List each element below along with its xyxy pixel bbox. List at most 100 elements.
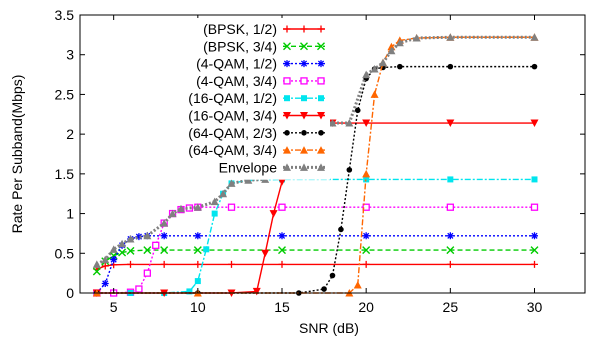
legend-label: Envelope [219, 159, 278, 175]
legend-swatch-marker [300, 112, 308, 120]
data-point [353, 281, 362, 289]
x-tick-label: 30 [527, 299, 543, 315]
legend: (BPSK, 1/2)(BPSK, 3/4) (4-QAM, 1/2)(4-QAM… [120, 18, 330, 180]
data-point [530, 246, 539, 255]
data-point [370, 65, 379, 73]
legend-swatch-marker [317, 163, 325, 171]
data-point [186, 288, 193, 295]
data-point [127, 260, 134, 268]
data-point [118, 239, 127, 248]
data-point [109, 245, 118, 253]
x-axis-label: SNR (dB) [299, 320, 359, 336]
data-point [135, 233, 143, 241]
data-point [177, 204, 185, 213]
legend-swatch-marker [317, 112, 325, 120]
legend-swatch-marker [300, 146, 308, 154]
legend-swatch-marker [283, 42, 291, 51]
y-tick-label: 3.5 [55, 7, 75, 23]
plot-frame [79, 14, 586, 294]
legend-entry: (64-QAM, 2/3) [188, 125, 325, 141]
legend-swatch-marker [301, 95, 307, 102]
data-point [152, 241, 160, 249]
legend-label: (64-QAM, 3/4) [188, 142, 277, 158]
data-point [362, 246, 371, 255]
y-tick-label: 3 [66, 47, 74, 63]
data-point [329, 272, 336, 279]
legend-entry: (16-QAM, 1/2) [188, 90, 325, 106]
legend-entry: (16-QAM, 3/4) [188, 108, 325, 124]
series-line [96, 249, 535, 272]
data-point [101, 279, 109, 287]
y-tick-label: 1 [66, 206, 74, 222]
data-point [363, 176, 370, 183]
data-point [446, 203, 454, 211]
data-point [530, 33, 539, 41]
data-point [362, 70, 371, 79]
data-point [143, 269, 151, 277]
legend-swatch-marker [317, 25, 325, 33]
data-point [379, 58, 387, 67]
legend-entry: (BPSK, 3/4) [203, 38, 325, 54]
legend-label: (4-QAM, 1/2) [196, 56, 277, 72]
legend-swatch-marker [300, 25, 308, 33]
legend-swatch-marker [317, 146, 325, 154]
data-point [362, 260, 370, 268]
legend-swatch-marker [317, 77, 325, 85]
data-point [269, 210, 278, 218]
data-point [278, 203, 286, 211]
y-tick-label: 2.5 [55, 86, 75, 102]
data-point [143, 231, 152, 240]
data-point [135, 285, 143, 293]
series-line [96, 36, 535, 294]
data-point [143, 246, 152, 255]
data-point [362, 119, 371, 128]
data-point [530, 119, 539, 128]
legend-entry: Envelope [219, 159, 325, 175]
legend-swatch-marker [283, 77, 291, 85]
legend-label: (64-QAM, 2/3) [188, 125, 277, 141]
data-point [194, 278, 201, 285]
data-point [227, 179, 236, 187]
legend-swatch-marker [300, 163, 308, 171]
legend-swatch-marker [300, 42, 308, 51]
data-point [446, 232, 454, 240]
data-point [447, 63, 454, 70]
series-line [96, 35, 535, 266]
data-point [531, 63, 538, 70]
data-point [278, 178, 286, 186]
legend-swatch-marker [283, 163, 291, 171]
data-point [101, 262, 109, 270]
data-point [211, 210, 218, 217]
legend-swatch-marker [318, 130, 324, 136]
data-point [447, 176, 454, 183]
legend-label: (BPSK, 1/2) [203, 21, 277, 37]
legend-swatch-marker [283, 25, 291, 33]
data-point [194, 232, 202, 240]
data-point [193, 203, 202, 211]
data-point [160, 246, 169, 255]
y-tick-label: 2 [66, 126, 74, 142]
legend-entry: (BPSK, 1/2) [203, 21, 325, 37]
x-tick-label: 20 [358, 299, 374, 315]
data-point [278, 260, 286, 268]
data-point [219, 189, 228, 198]
data-point [193, 246, 202, 255]
legend-label: (16-QAM, 1/2) [188, 90, 277, 106]
data-point [227, 203, 236, 211]
data-point [203, 246, 210, 253]
data-point [126, 246, 135, 255]
data-point [194, 260, 202, 268]
data-point [531, 232, 538, 240]
data-point [92, 267, 101, 276]
legend-swatch-marker [317, 42, 325, 51]
x-tick-label: 5 [110, 299, 118, 315]
legend-swatch-marker [317, 60, 325, 68]
data-point [412, 34, 421, 42]
y-tick-label: 1.5 [55, 166, 75, 182]
legend-label: (16-QAM, 3/4) [188, 108, 277, 124]
data-point [160, 219, 169, 227]
legend-swatch-marker [283, 60, 291, 68]
data-point [531, 260, 538, 268]
x-tick-label: 10 [190, 299, 206, 315]
